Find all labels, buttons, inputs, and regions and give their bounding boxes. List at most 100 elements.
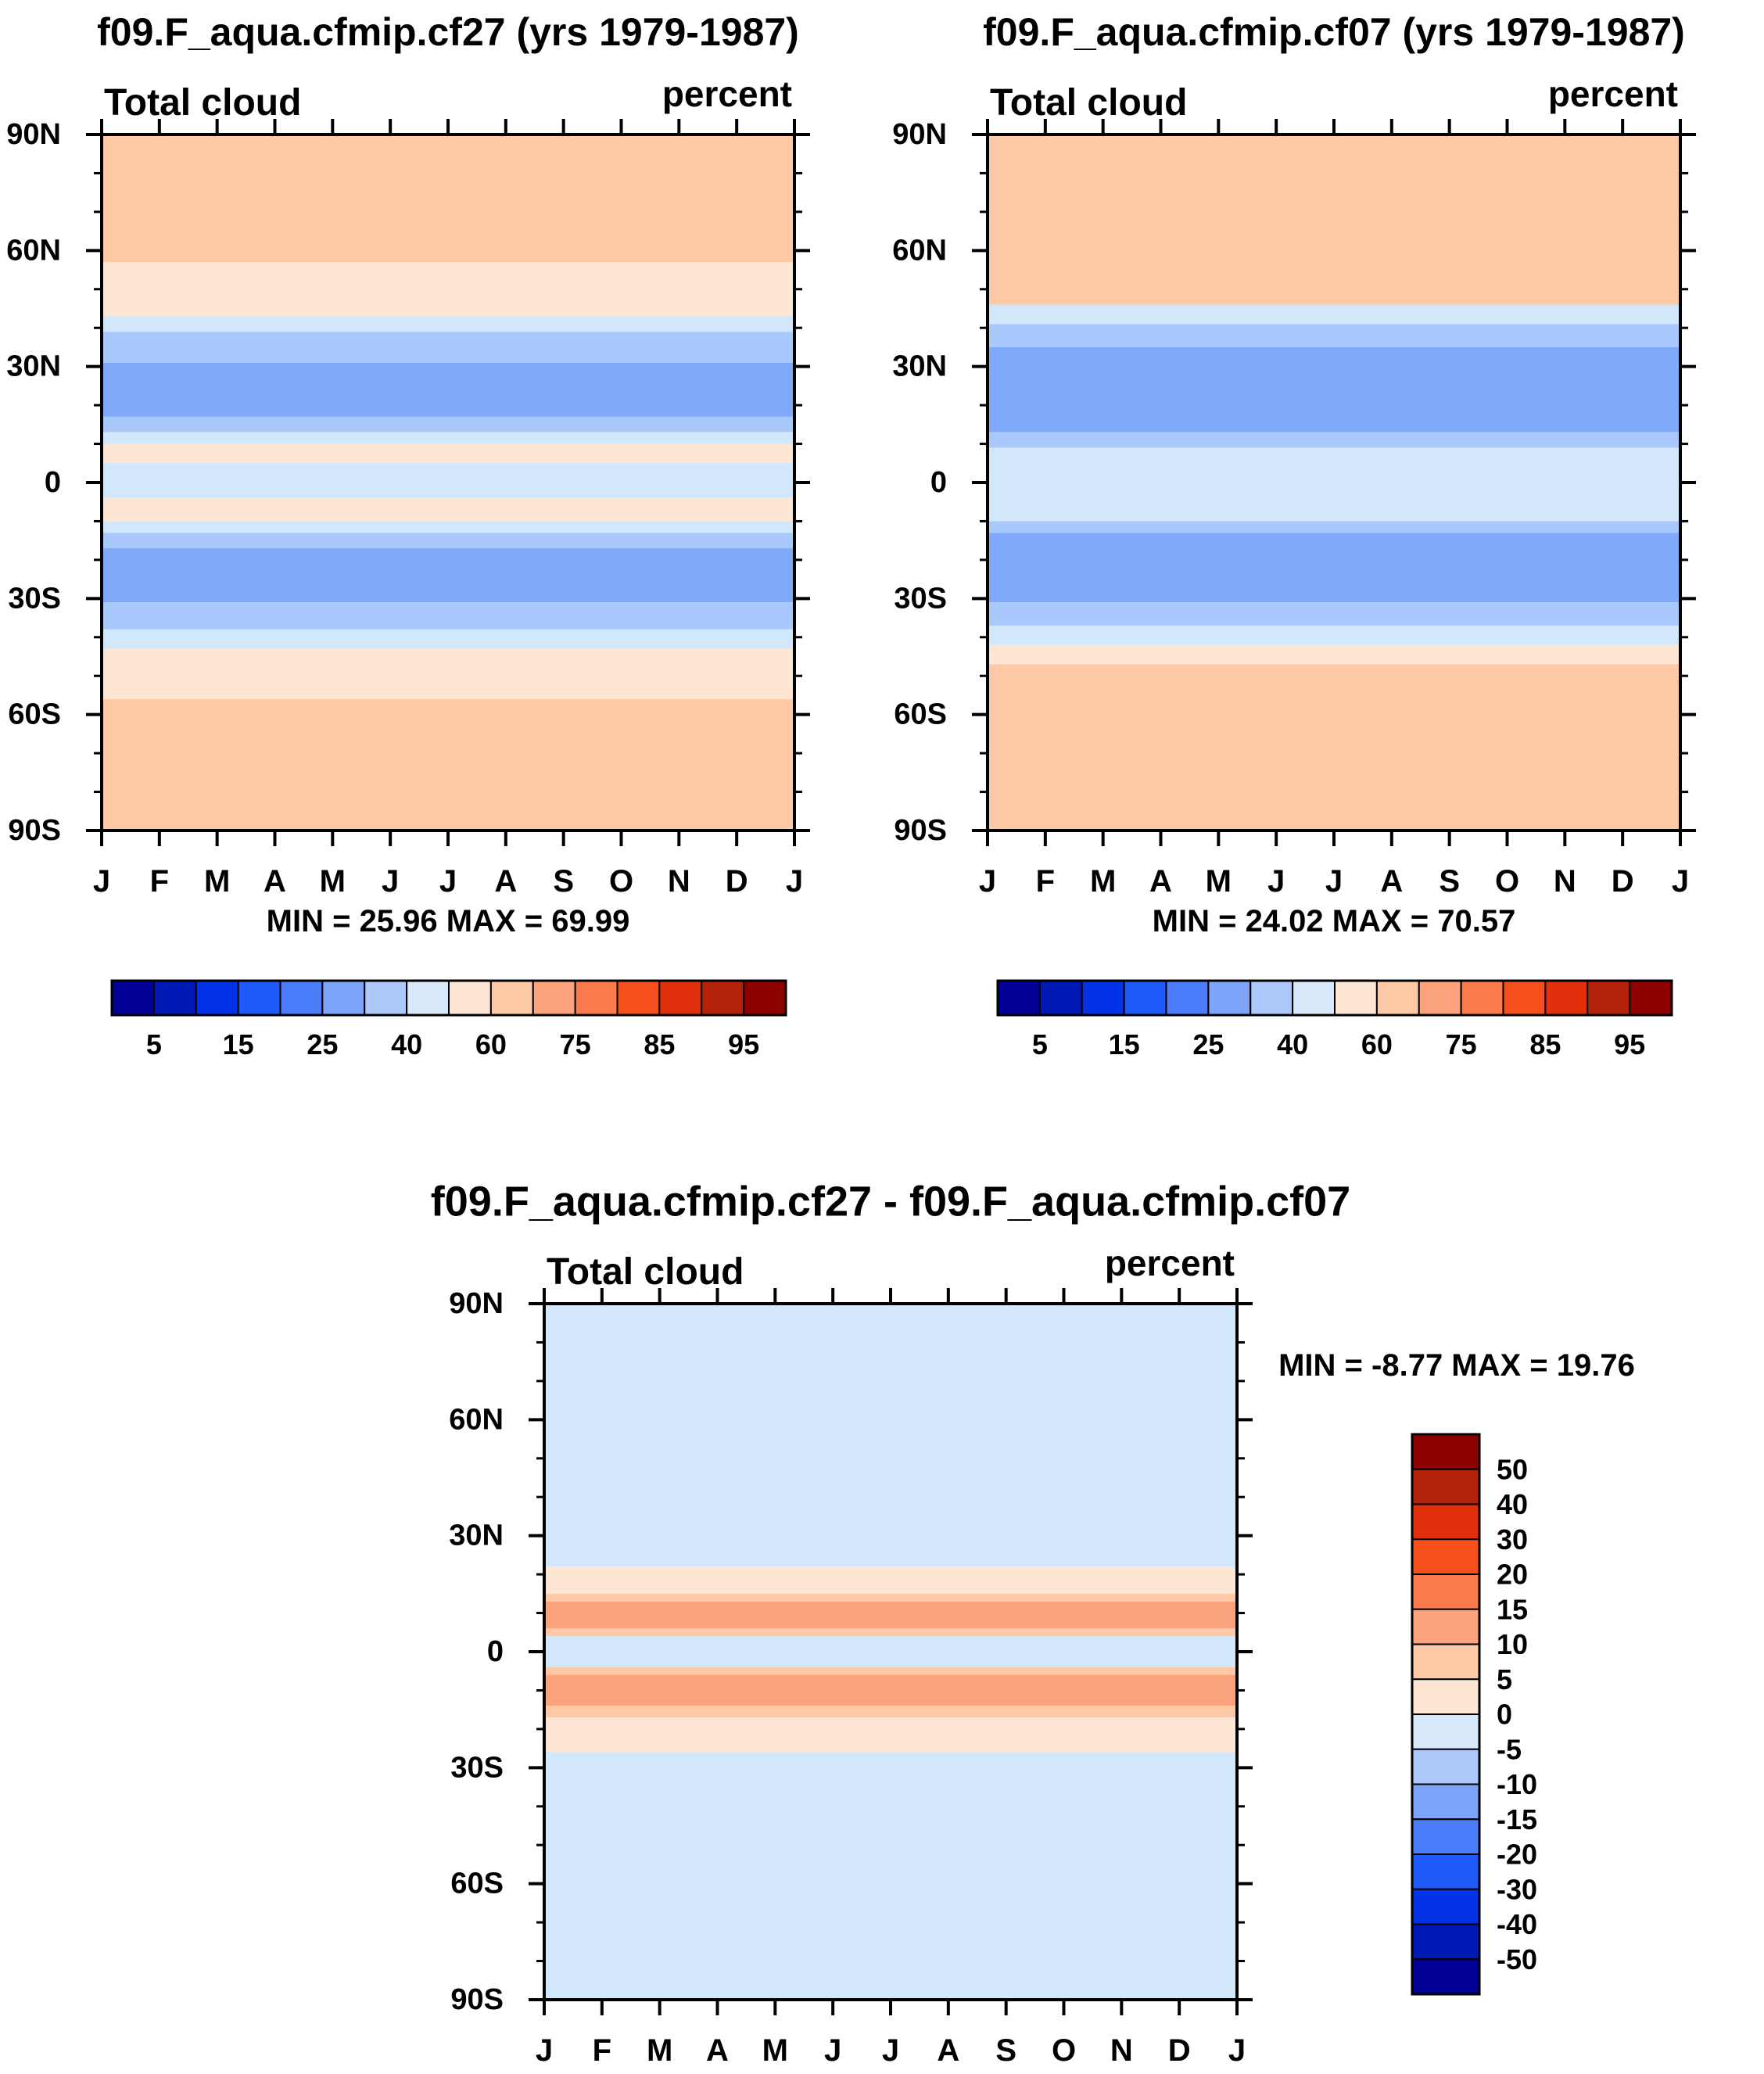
contour-band <box>544 1674 1237 1706</box>
colorbar-label: 20 <box>1497 1559 1528 1591</box>
colorbar-frame <box>996 979 1673 1017</box>
x-tick-label: J <box>1325 864 1343 899</box>
colorbar-swatch <box>1411 1748 1480 1785</box>
colorbar-label: -5 <box>1497 1733 1522 1765</box>
x-tick-label: A <box>264 864 286 899</box>
colorbar-swatch <box>1411 1783 1480 1821</box>
colorbar-label: -15 <box>1497 1803 1537 1835</box>
colorbar-label: 40 <box>391 1028 422 1060</box>
colorbar-swatch <box>1411 1888 1480 1925</box>
colorbar-swatch <box>489 980 534 1016</box>
contour-band <box>988 304 1680 325</box>
y-tick-label: 90N <box>892 118 947 151</box>
colorbar-label: -40 <box>1497 1908 1537 1940</box>
colorbar-swatch <box>743 980 787 1016</box>
colorbar-swatch <box>1411 1853 1480 1890</box>
colorbar-swatch <box>701 980 745 1016</box>
colorbar-label: 5 <box>1497 1663 1512 1695</box>
colorbar-label: 95 <box>1614 1028 1645 1060</box>
y-tick-label: 90S <box>8 814 61 847</box>
x-tick-label: N <box>668 864 690 899</box>
colorbar-swatch <box>111 980 155 1016</box>
x-tick-label: A <box>1149 864 1172 899</box>
colorbar-label: 25 <box>1192 1028 1224 1060</box>
contour-band <box>102 602 794 630</box>
contour-band <box>102 521 794 533</box>
colorbar-swatch <box>321 980 366 1016</box>
colorbar-label: -20 <box>1497 1839 1537 1871</box>
x-tick-label: N <box>1554 864 1576 899</box>
x-tick-label: A <box>706 2033 729 2068</box>
y-tick-label: 0 <box>45 466 61 499</box>
contour-band <box>102 698 794 831</box>
x-tick-label: D <box>1612 864 1634 899</box>
colorbar-label: 75 <box>1446 1028 1477 1060</box>
x-tick-label: M <box>762 2033 788 2068</box>
x-tick-label: J <box>439 864 457 899</box>
contour-band <box>102 432 794 444</box>
variable-label: Total cloud <box>990 82 1187 124</box>
colorbar-swatch <box>279 980 324 1016</box>
x-tick-label: A <box>937 2033 959 2068</box>
y-tick-label: 60S <box>450 1868 504 1900</box>
x-tick-label: A <box>1380 864 1403 899</box>
x-tick-label: J <box>1228 2033 1246 2068</box>
contour-band <box>988 432 1680 448</box>
contour-band <box>988 644 1680 665</box>
colorbar-swatch <box>237 980 281 1016</box>
variable-label: Total cloud <box>104 82 301 124</box>
x-tick-label: M <box>1206 864 1232 899</box>
contour-band <box>102 332 794 363</box>
colorbar-label: 85 <box>644 1028 675 1060</box>
colorbar-swatch <box>1411 1608 1480 1645</box>
x-tick-label: J <box>1267 864 1285 899</box>
chart-panel-2: f09.F_aqua.cfmip.cf07 (yrs 1979-1987) Tot… <box>892 10 1696 1060</box>
contour-band <box>544 1628 1237 1637</box>
y-tick-label: 60S <box>894 698 947 731</box>
colorbar-swatch <box>997 980 1041 1016</box>
colorbar-swatch <box>1411 1818 1480 1855</box>
y-tick-label: 30N <box>892 350 947 383</box>
chart-panel-1: f09.F_aqua.cfmip.cf27 (yrs 1979-1987) Tot… <box>6 10 810 1060</box>
contour-band <box>988 625 1680 645</box>
x-tick-label: S <box>1439 864 1460 899</box>
contour-band <box>988 135 1680 305</box>
colorbar-label: 5 <box>1032 1028 1048 1060</box>
colorbar-swatch <box>448 980 492 1016</box>
colorbar-label: 25 <box>307 1028 338 1060</box>
x-tick-label: O <box>1495 864 1519 899</box>
contour-band <box>988 324 1680 347</box>
x-tick-label: M <box>647 2033 672 2068</box>
colorbar-swatch <box>1411 1923 1480 1961</box>
colorbar-label: 40 <box>1497 1488 1528 1520</box>
contour-band <box>102 629 794 649</box>
colorbar-swatch <box>1411 1434 1480 1470</box>
min-max-label: MIN = 24.02 MAX = 70.57 <box>1153 904 1516 938</box>
x-tick-label: J <box>786 864 803 899</box>
colorbar-label: -30 <box>1497 1873 1537 1905</box>
variable-label: Total cloud <box>547 1251 744 1293</box>
units-label: percent <box>1548 74 1678 114</box>
x-tick-label: D <box>1168 2033 1191 2068</box>
colorbar-swatch <box>1334 980 1378 1016</box>
contour-band <box>544 1636 1237 1667</box>
min-max-label: MIN = -8.77 MAX = 19.76 <box>1278 1348 1635 1383</box>
colorbar-swatch <box>1411 1713 1480 1750</box>
colorbar-swatch <box>152 980 197 1016</box>
colorbar-swatch <box>406 980 450 1016</box>
colorbar-frame <box>1411 1433 1481 1996</box>
y-tick-label: 90N <box>6 118 61 151</box>
x-tick-label: J <box>93 864 110 899</box>
chart-title: f09.F_aqua.cfmip.cf27 - f09.F_aqua.cfmip… <box>431 1178 1350 1225</box>
x-tick-label: O <box>609 864 633 899</box>
colorbar-swatch <box>1411 1573 1480 1610</box>
colorbar-swatch <box>364 980 408 1016</box>
colorbar-label: 95 <box>728 1028 759 1060</box>
colorbar-label: 75 <box>560 1028 591 1060</box>
colorbar-swatch <box>1250 980 1294 1016</box>
colorbar-swatch <box>532 980 576 1016</box>
colorbar-swatch <box>1375 980 1420 1016</box>
chart-panel-3: f09.F_aqua.cfmip.cf27 - f09.F_aqua.cfmip… <box>431 1178 1635 2068</box>
